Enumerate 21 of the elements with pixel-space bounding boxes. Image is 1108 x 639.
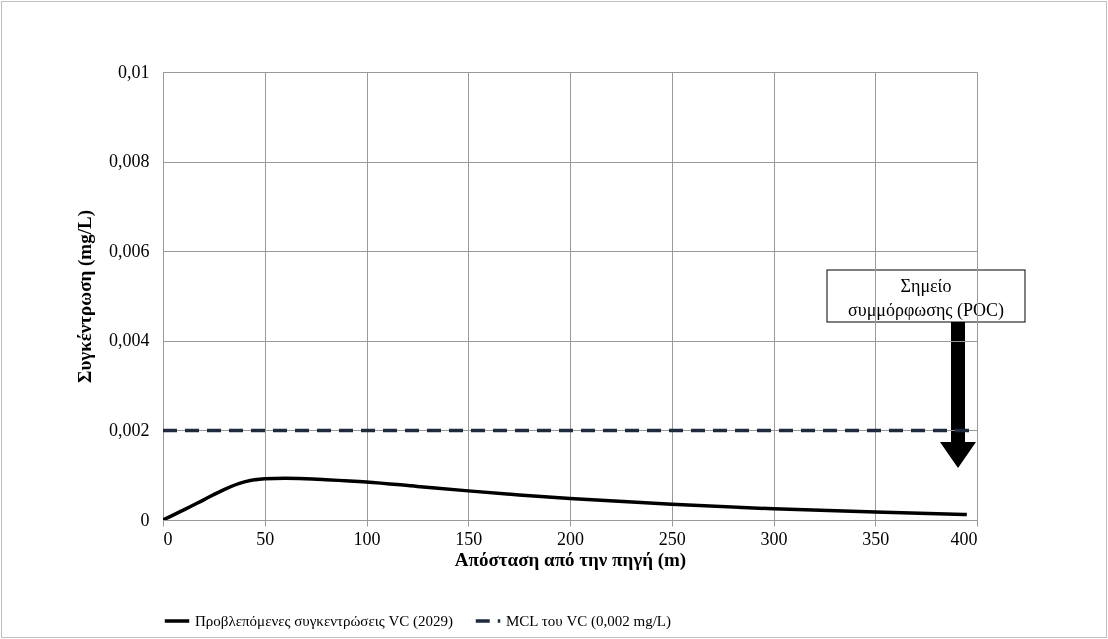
x-tick-label: 100 (353, 528, 381, 549)
x-tick-label: 150 (455, 528, 483, 549)
legend-label: MCL του VC (0,002 mg/L) (506, 613, 671, 630)
y-tick-label: 0 (140, 509, 150, 530)
y-tick-label: 0,01 (118, 61, 150, 82)
x-axis-title: Απόσταση από την πηγή (m) (454, 548, 687, 571)
x-tick-label: 0 (163, 528, 173, 549)
y-tick-label: 0,008 (109, 151, 150, 172)
x-tick-label: 350 (862, 528, 890, 549)
line-series (163, 476, 969, 520)
annotation: Σημείο συμμόρφωσης (POC) (848, 276, 1004, 321)
x-tick-label: 250 (658, 528, 686, 549)
x-tick-label: 300 (760, 528, 788, 549)
y-tick-label: 0,004 (109, 330, 150, 351)
legend-label: Προβλεπόμενες συγκεντρώσεις VC (2029) (195, 613, 454, 630)
y-axis-title: Συγκέντρωση (mg/L) (74, 210, 96, 383)
x-tick-label: 50 (256, 528, 275, 549)
y-tick-label: 0,006 (109, 240, 150, 261)
x-tick-label: 400 (950, 528, 978, 549)
y-tick-label: 0,002 (109, 419, 150, 440)
x-tick-label: 200 (557, 528, 584, 549)
